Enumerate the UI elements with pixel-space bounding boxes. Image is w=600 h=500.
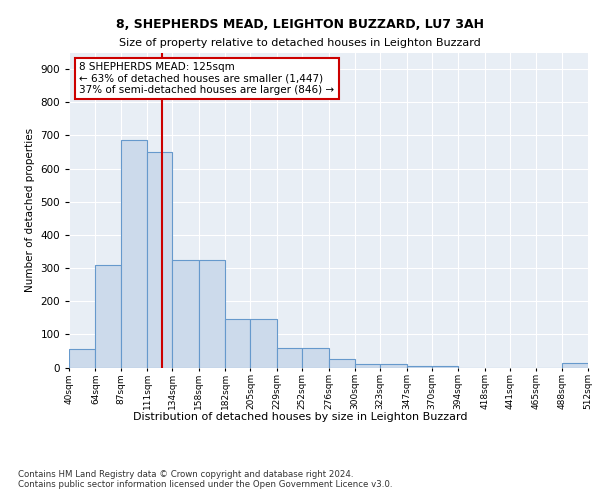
Y-axis label: Number of detached properties: Number of detached properties: [25, 128, 35, 292]
Text: Size of property relative to detached houses in Leighton Buzzard: Size of property relative to detached ho…: [119, 38, 481, 48]
Bar: [95, 264, 121, 368]
Bar: [277, 348, 302, 368]
Bar: [432, 366, 458, 368]
Bar: [147, 152, 172, 368]
Text: 8 SHEPHERDS MEAD: 125sqm
← 63% of detached houses are smaller (1,447)
37% of sem: 8 SHEPHERDS MEAD: 125sqm ← 63% of detach…: [79, 62, 335, 95]
Bar: [199, 260, 225, 368]
Bar: [329, 359, 355, 368]
Bar: [380, 364, 407, 368]
Text: Distribution of detached houses by size in Leighton Buzzard: Distribution of detached houses by size …: [133, 412, 467, 422]
Bar: [302, 348, 329, 368]
Bar: [69, 350, 95, 368]
Text: 8, SHEPHERDS MEAD, LEIGHTON BUZZARD, LU7 3AH: 8, SHEPHERDS MEAD, LEIGHTON BUZZARD, LU7…: [116, 18, 484, 30]
Bar: [562, 362, 588, 368]
Bar: [407, 366, 432, 368]
Bar: [225, 320, 250, 368]
Bar: [355, 364, 380, 368]
Text: Contains HM Land Registry data © Crown copyright and database right 2024.
Contai: Contains HM Land Registry data © Crown c…: [18, 470, 392, 490]
Bar: [250, 320, 277, 368]
Bar: [172, 260, 199, 368]
Bar: [121, 140, 147, 368]
